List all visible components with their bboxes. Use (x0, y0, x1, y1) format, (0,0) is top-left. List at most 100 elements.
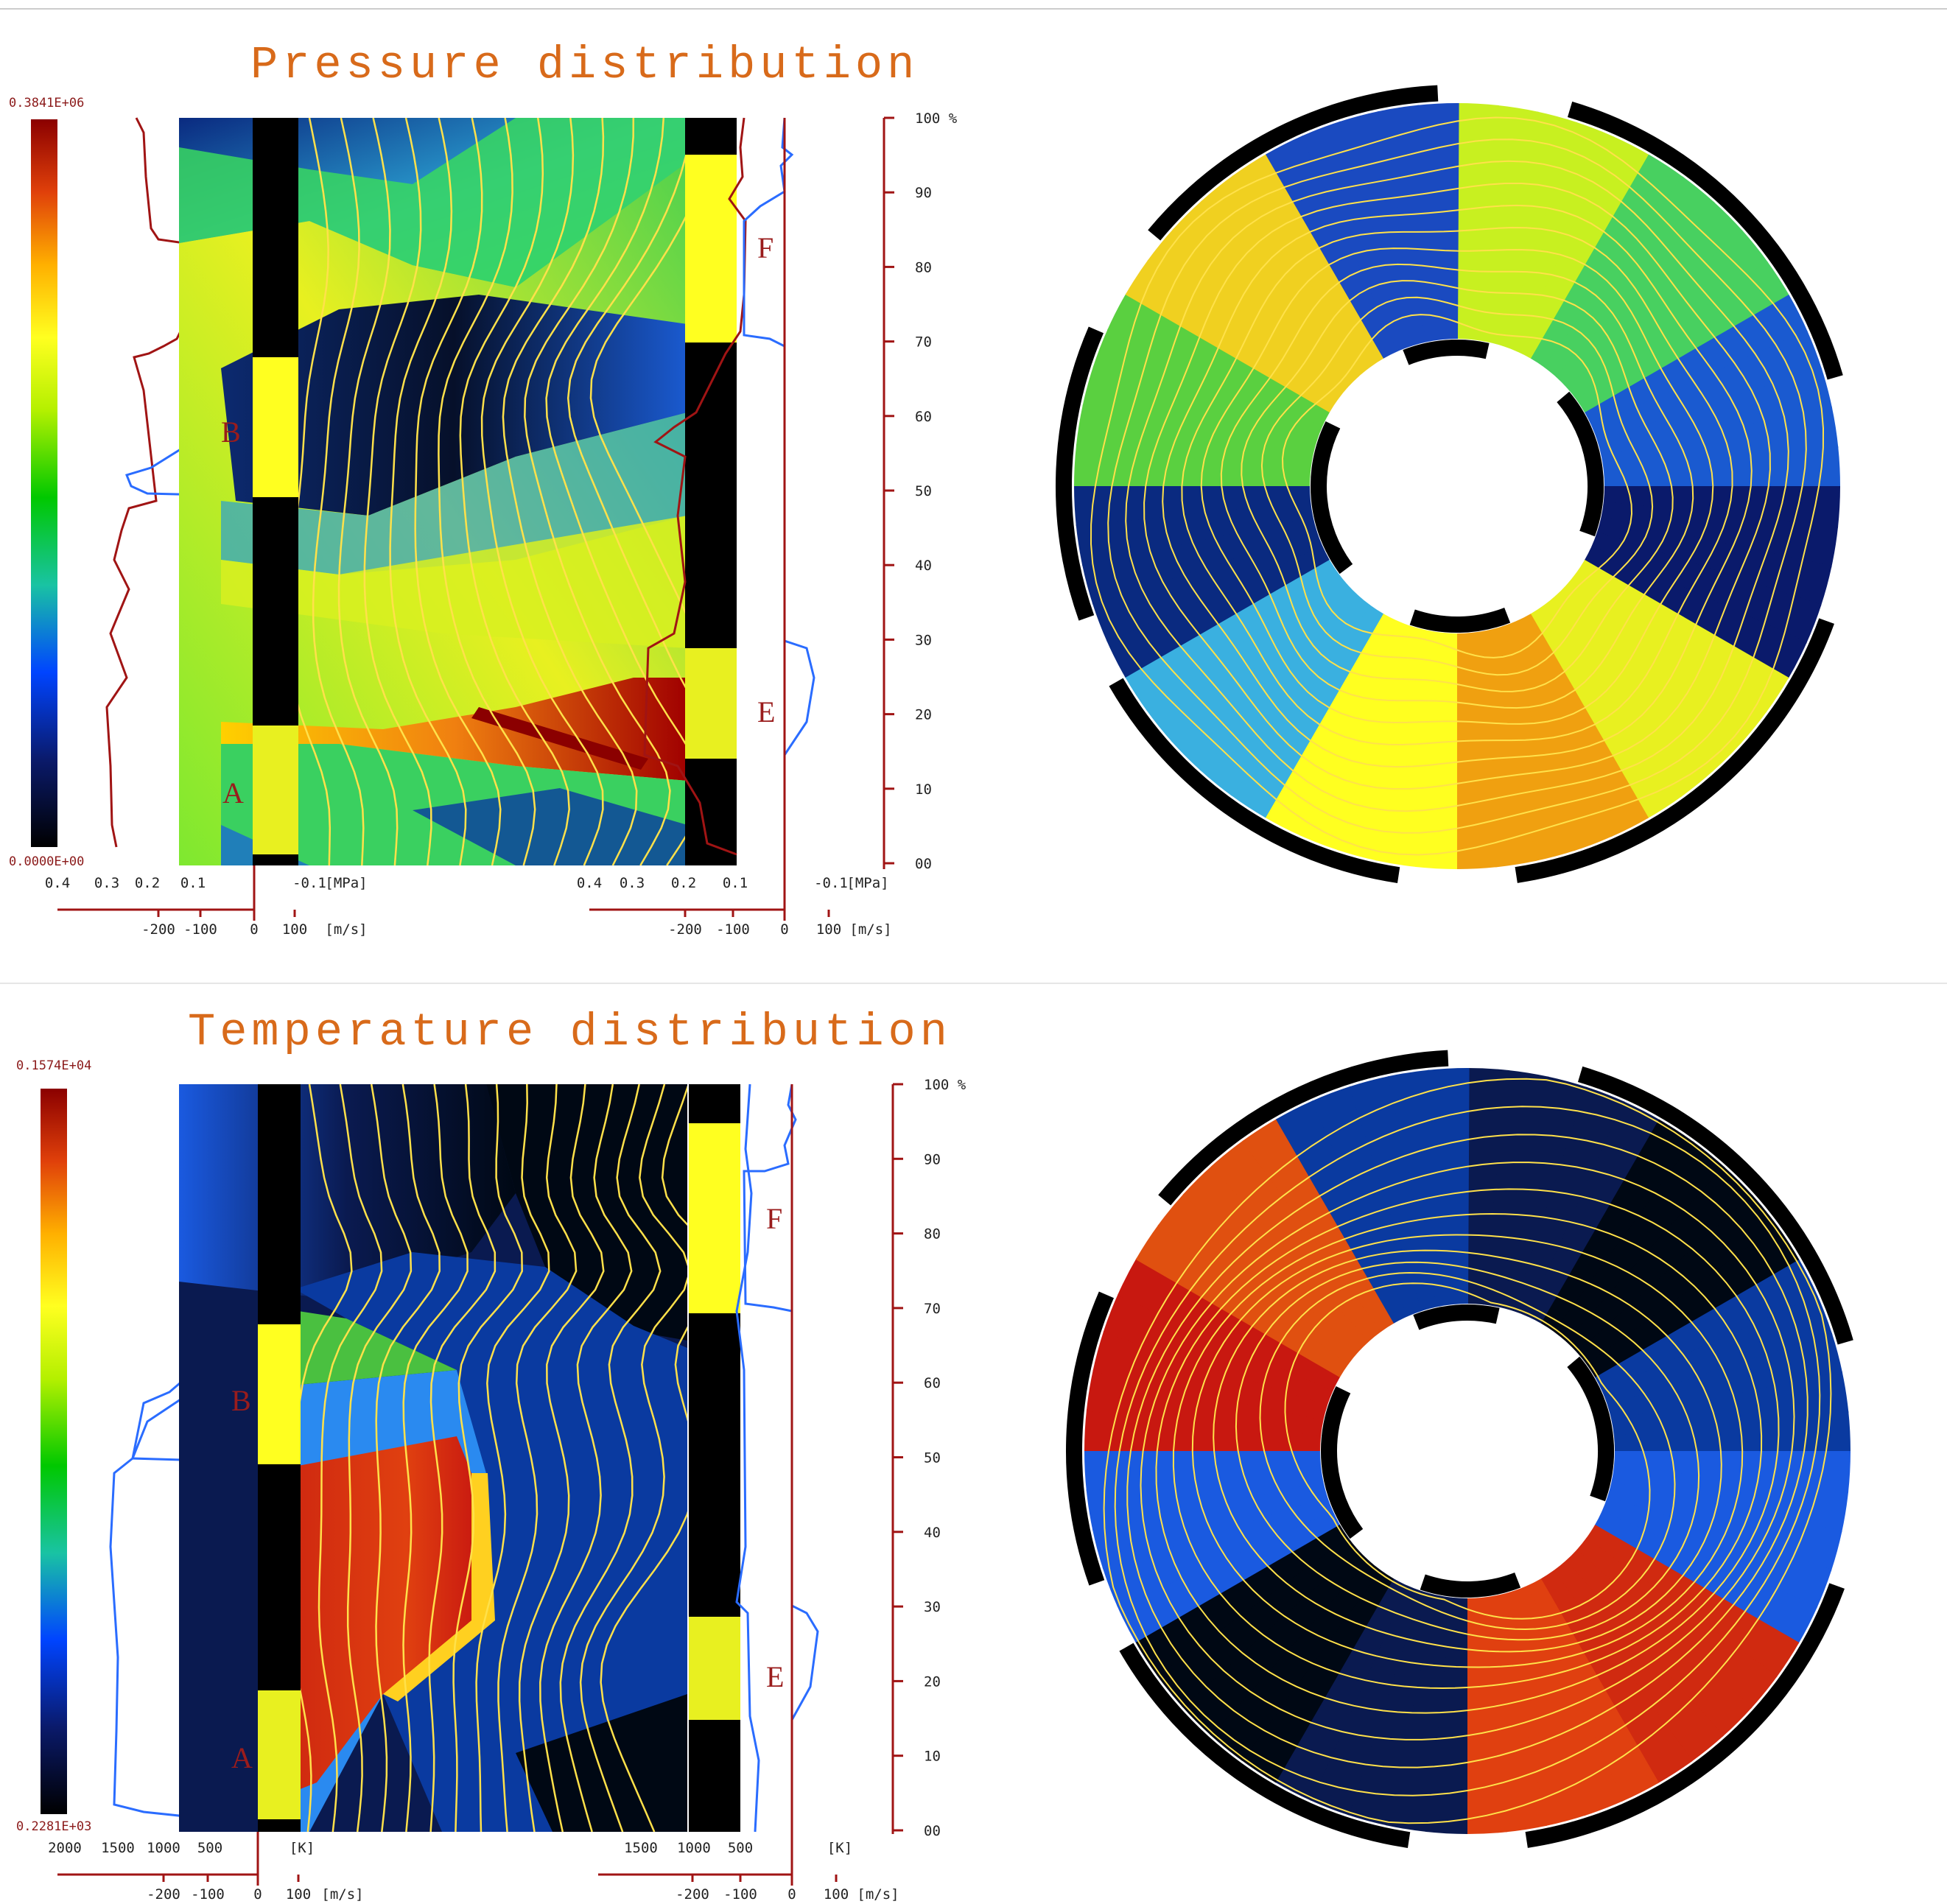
contour-lines (289, 1084, 687, 1832)
annulus-inner-wall-segment (1557, 391, 1604, 537)
velocity-tick-label: 0 (787, 1886, 796, 1903)
annulus-sector (1201, 175, 1372, 377)
annulus-sector (1586, 1525, 1800, 1678)
annulus-sector (1576, 261, 1790, 413)
annulus-contour (1114, 1106, 1821, 1796)
annulus-sector (1135, 1224, 1349, 1377)
percent-tick-label: 80 (924, 1226, 941, 1243)
velocity-tick-label: -200 (141, 921, 175, 938)
annulus-sector (1210, 1559, 1381, 1761)
annulus-sector (1566, 230, 1769, 401)
pressure-profile-line (643, 117, 747, 856)
scalar-tick-label: -0.1 (814, 875, 848, 891)
zone-e-port (685, 648, 737, 759)
annulus-sector (1565, 1549, 1753, 1738)
annulus-contour (1200, 247, 1714, 725)
annulus-sector (1117, 1257, 1341, 1391)
annulus-outer-wall-segment (1577, 1066, 1853, 1345)
pressure-panel: Pressure distribution 0.3841E+06 0.0000E… (9, 39, 1843, 938)
percent-tick-label: 60 (915, 409, 932, 425)
velocity-tick-label: 0 (250, 921, 258, 938)
temperature-profile-line (735, 1083, 760, 1833)
annulus-sector (1594, 1511, 1818, 1645)
annulus-sector (1591, 330, 1823, 442)
percent-tick-label: 100 % (915, 110, 958, 127)
velocity-tick-label: 100 (286, 1886, 311, 1903)
annulus-sector (1603, 486, 1840, 528)
scalar-tick-label: 0.3 (94, 875, 119, 891)
annulus-sector (1603, 446, 1840, 488)
percent-tick-label: 40 (924, 1525, 941, 1541)
annulus-sector (1086, 1369, 1324, 1436)
zone-a-port (253, 726, 298, 854)
annulus-contour (1103, 1078, 1832, 1824)
annulus-sector (1074, 484, 1311, 527)
contour-line (375, 1084, 441, 1832)
annulus-sector (1211, 1139, 1382, 1342)
annulus-contour (1126, 1134, 1809, 1768)
zone-labels: A B E F (221, 231, 775, 809)
percent-tick-label: 00 (915, 856, 932, 872)
annulus-sector (1134, 1524, 1349, 1676)
scalar-unit-label: [K] (827, 1840, 852, 1856)
annulus-inner-wall-segment (1321, 1385, 1364, 1539)
percent-tick-label: 10 (915, 781, 932, 798)
colorbar-gradient (41, 1089, 67, 1814)
contour-line (438, 118, 536, 865)
velocity-tick-label: 0 (780, 921, 788, 938)
contour-line (524, 118, 671, 865)
zone-label-a: A (231, 1741, 253, 1774)
annulus-hole (1322, 1305, 1613, 1597)
contour-line (363, 118, 432, 865)
velocity-tick-label: 100 (282, 921, 307, 938)
percent-tick-label: 90 (924, 1151, 941, 1167)
scalar-tick-label: 1000 (677, 1840, 711, 1856)
annulus-sector (1472, 105, 1539, 342)
velocity-unit-label: [m/s] (857, 1886, 899, 1903)
percent-tick-label: 90 (915, 185, 932, 201)
contour-line (346, 1084, 413, 1832)
velocity-ticks: -200 -100 0 100 [m/s] (147, 1875, 364, 1903)
annulus-sector (1576, 560, 1789, 713)
scalar-unit-label: [MPa] (325, 875, 367, 891)
right-profile: 1500 1000 500 [K] -200 -100 0 100 [m/s] (598, 1083, 899, 1903)
annulus-sector (1553, 1560, 1724, 1763)
annulus-sector (1092, 530, 1323, 642)
scalar-tick-label: 0.1 (723, 875, 748, 891)
annulus-sector (1102, 1495, 1333, 1607)
contour-line (312, 118, 365, 865)
annulus-contour (1140, 1162, 1795, 1740)
annulus-sector (1106, 545, 1330, 678)
percent-tick-label: 80 (915, 259, 932, 275)
colorbar-gradient (31, 119, 57, 847)
zone-label-e: E (757, 695, 775, 728)
velocity-ticks: -200 -100 0 100 [m/s] (676, 1875, 899, 1903)
annulus-outer-wall-segment (1119, 1643, 1411, 1848)
right-wall-strip (689, 1084, 740, 1832)
annulus-contour (1284, 1282, 1651, 1620)
annulus-inner-wall-segment (1311, 421, 1353, 575)
annulus-sector (1274, 1578, 1408, 1802)
scalar-unit-label: [MPa] (846, 875, 888, 891)
annulus-sector (1232, 153, 1384, 368)
contour-line (545, 118, 687, 865)
annulus-sector (1565, 572, 1767, 744)
zone-label-f: F (766, 1202, 782, 1235)
annulus-sector (1147, 228, 1349, 400)
zone-e-port (689, 1617, 740, 1720)
velocity-unit-label: [m/s] (325, 921, 367, 938)
contour-line (337, 118, 399, 865)
zone-b-port (258, 1324, 301, 1464)
velocity-tick-label: -200 (668, 921, 702, 938)
scalar-ticks: 2000 1500 1000 500 [K] (48, 1840, 315, 1856)
colorbar-min-label: 0.0000E+00 (9, 854, 84, 869)
annulus-sector (1597, 368, 1833, 457)
annulus-sector (1230, 605, 1383, 818)
annulus-sector (1242, 1118, 1395, 1332)
annulus-outer-wall-segment (1148, 85, 1439, 241)
scalar-tick-label: 0.3 (620, 875, 645, 891)
annulus-sector (1576, 1195, 1779, 1366)
contour-lines (286, 118, 687, 865)
annulus-sector (1339, 110, 1428, 346)
